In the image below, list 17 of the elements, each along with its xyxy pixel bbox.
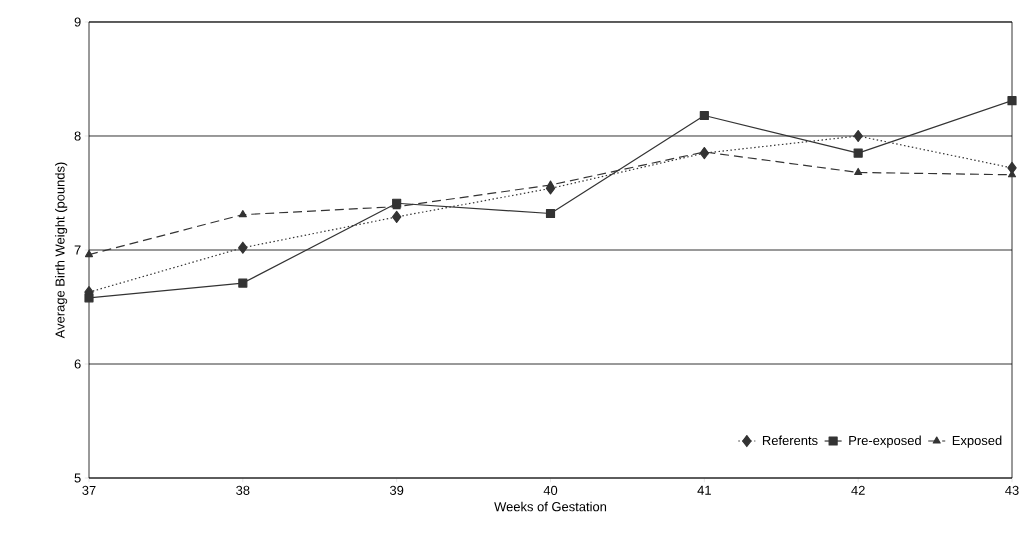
x-tick-label: 40 xyxy=(543,485,558,495)
x-tick-label: 42 xyxy=(851,485,865,495)
x-tick-label: 41 xyxy=(697,485,711,495)
x-tick-label: 37 xyxy=(82,485,96,495)
x-tick-label: 39 xyxy=(389,485,404,495)
y-axis-title: Average Birth Weight (pounds) xyxy=(55,162,68,339)
legend-label: Pre-exposed xyxy=(849,435,921,448)
legend-label: Referents xyxy=(762,435,818,446)
y-tick-label: 7 xyxy=(74,245,81,255)
y-tick-label: 6 xyxy=(74,359,81,369)
y-tick-label: 9 xyxy=(74,17,81,27)
y-tick-label: 8 xyxy=(74,131,81,141)
legend-label: Exposed xyxy=(952,435,1002,448)
y-tick-label: 5 xyxy=(74,473,81,483)
x-axis-title: Weeks of Gestation xyxy=(494,501,607,512)
x-tick-label: 43 xyxy=(1005,485,1019,495)
x-tick-label: 38 xyxy=(236,485,250,495)
